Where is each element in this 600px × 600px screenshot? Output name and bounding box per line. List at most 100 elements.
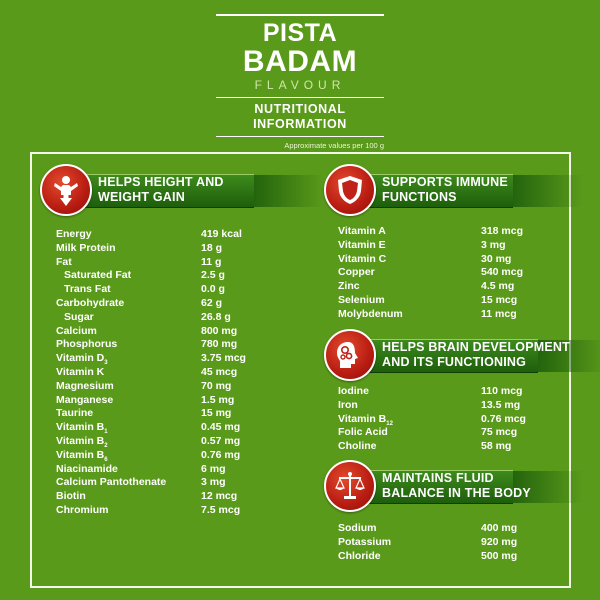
nutrient-name: Iodine — [338, 385, 369, 397]
nutrient-row: Copper 540 mcg — [338, 266, 558, 280]
nutrient-value: 400 mg — [481, 522, 518, 534]
nutrient-value: 800 mg — [201, 324, 238, 337]
header-bottom-rule — [216, 136, 384, 137]
nutrient-value: 110 mcg — [481, 385, 523, 397]
nutrient-subscript: 12 — [386, 420, 393, 427]
nutrient-row: Zinc 4.5 mg — [338, 280, 558, 294]
nutrient-row: Magnesium 70 mg — [56, 380, 286, 394]
nutrient-value: 13.5 mg — [481, 398, 521, 411]
section-header-immune: SUPPORTS IMMUNE FUNCTIONS — [324, 164, 583, 216]
nutrient-name: Milk Protein — [56, 241, 116, 254]
nutrient-row: Calcium 800 mg — [56, 325, 286, 339]
nutrient-name: Molybdenum — [338, 307, 403, 320]
nutrient-name: Choline — [338, 440, 377, 453]
section-title: MAINTAINS FLUID BALANCE IN THE BODY — [382, 471, 531, 500]
section-title: SUPPORTS IMMUNE FUNCTIONS — [382, 175, 508, 204]
product-name-line1: PISTA — [262, 19, 338, 47]
nutrient-list-fluid: Sodium 400 mg Potassium 920 mg Chloride 500 m… — [338, 522, 558, 563]
nutrient-value: 15 mg — [201, 407, 232, 420]
nutrient-name: Chloride — [338, 549, 381, 562]
nutrient-value: 540 mcg — [481, 266, 524, 279]
nutrient-name: Sodium — [338, 522, 377, 534]
nutrient-value: 11 mcg — [481, 307, 517, 320]
nutrient-name: Vitamin A — [338, 225, 386, 237]
nutrient-name: Fat — [56, 255, 72, 268]
nutrient-value: 318 mcg — [481, 225, 524, 237]
nutrient-subscript: 3 — [104, 360, 108, 367]
nutrient-name: Vitamin B1 — [56, 421, 108, 436]
nutrient-subscript: 1 — [104, 429, 108, 436]
nutrient-name: Vitamin E — [338, 238, 386, 251]
nutrient-row: Folic Acid 75 mcg — [338, 426, 558, 440]
brain-gears-icon — [324, 329, 376, 381]
nutrient-value: 0.0 g — [201, 283, 225, 296]
nutrient-value: 780 mg — [201, 338, 238, 351]
nutrient-row: Vitamin B2 0.57 mg — [56, 435, 286, 449]
nutrient-value: 0.45 mg — [201, 421, 241, 434]
nutrient-value: 0.57 mg — [201, 434, 241, 447]
nutrient-value: 15 mcg — [481, 293, 518, 306]
nutrient-value: 419 kcal — [201, 228, 242, 240]
nutrient-value: 75 mcg — [481, 426, 518, 439]
section-title: HELPS HEIGHT AND WEIGHT GAIN — [98, 175, 224, 204]
nutrient-value: 4.5 mg — [481, 280, 515, 293]
nutrient-row: Choline 58 mg — [338, 440, 558, 454]
section-title: HELPS BRAIN DEVELOPMENT AND ITS FUNCTION… — [382, 340, 570, 369]
nutrient-row: Vitamin C 30 mg — [338, 253, 558, 267]
nutrient-name: Magnesium — [56, 379, 114, 392]
nutrient-value: 3.75 mcg — [201, 352, 246, 365]
nutrient-row: Iodine 110 mcg — [338, 385, 558, 399]
nutrient-value: 0.76 mg — [201, 448, 241, 461]
nutrient-row: Sodium 400 mg — [338, 522, 558, 536]
nutrient-row: Niacinamide 6 mg — [56, 463, 286, 477]
nutrient-name: Iron — [338, 398, 358, 411]
nutrient-name: Calcium Pantothenate — [56, 476, 167, 489]
nutrient-value: 26.8 g — [201, 310, 231, 323]
nutrient-value: 2.5 g — [201, 269, 225, 282]
nutrient-name: Calcium — [56, 324, 97, 337]
nutrient-value: 7.5 mcg — [201, 503, 241, 516]
nutrient-name: Phosphorus — [56, 338, 118, 351]
nutrient-name: Zinc — [338, 280, 360, 293]
nutrient-name: Saturated Fat — [64, 269, 132, 282]
nutrient-row: Chromium 7.5 mcg — [56, 504, 286, 518]
nutrient-value: 62 g — [201, 296, 223, 309]
nutrient-value: 6 mg — [201, 462, 226, 475]
shield-icon — [324, 164, 376, 216]
nutrient-row: Saturated Fat 2.5 g — [56, 269, 286, 283]
nutrient-row: Taurine 15 mg — [56, 407, 286, 421]
nutrient-name: Vitamin B6 — [56, 448, 108, 463]
nutrient-row: Vitamin B12 0.76 mcg — [338, 413, 558, 427]
nutrient-name: Potassium — [338, 535, 392, 548]
nutrient-name: Trans Fat — [64, 283, 111, 296]
nutrient-name: Sugar — [64, 310, 94, 323]
nutrient-value: 3 mg — [481, 238, 506, 251]
nutrient-name: Manganese — [56, 393, 114, 406]
nutrient-name: Vitamin D3 — [56, 352, 108, 367]
nutrient-name: Taurine — [56, 407, 94, 420]
nutrient-row: Vitamin K 45 mcg — [56, 366, 286, 380]
product-name-line2: BADAM — [242, 45, 358, 78]
nutrient-name: Carbohydrate — [56, 296, 125, 309]
header-top-rule — [216, 14, 384, 16]
nutrient-name: Selenium — [338, 293, 385, 306]
nutrient-list-immune: Vitamin A 318 mcg Vitamin E 3 mg Vitamin C 30… — [338, 225, 558, 322]
flavour-label: FLAVOUR — [254, 78, 346, 92]
nutrient-value: 11 g — [201, 255, 222, 268]
nutrient-row: Biotin 12 mcg — [56, 490, 286, 504]
nutrient-row: Potassium 920 mg — [338, 536, 558, 550]
nutrient-value: 58 mg — [481, 440, 512, 453]
nutrient-row: Phosphorus 780 mg — [56, 338, 286, 352]
nutrient-value: 920 mg — [481, 535, 518, 548]
nutrient-value: 1.5 mg — [201, 393, 235, 406]
nutrient-row: Energy 419 kcal — [56, 228, 286, 242]
nutrient-subscript: 2 — [104, 443, 108, 450]
nutrient-row: Vitamin A 318 mcg — [338, 225, 558, 239]
nutrient-row: Fat 11 g — [56, 256, 286, 270]
product-header: PISTA BADAM FLAVOUR NUTRITIONAL INFORMAT… — [216, 14, 384, 150]
nutrient-name: Chromium — [56, 503, 109, 516]
nutrient-row: Vitamin E 3 mg — [338, 239, 558, 253]
nutrient-row: Chloride 500 mg — [338, 550, 558, 564]
nutrient-row: Vitamin B1 0.45 mg — [56, 421, 286, 435]
nutrient-row: Sugar 26.8 g — [56, 311, 286, 325]
